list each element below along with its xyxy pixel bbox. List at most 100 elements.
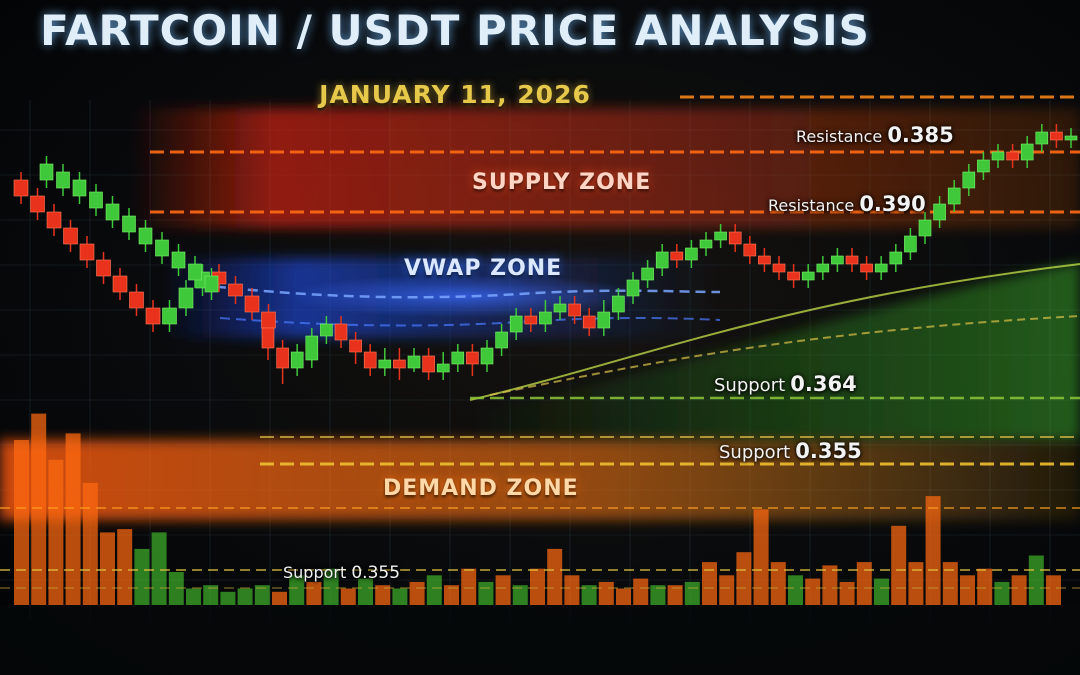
candle (320, 316, 333, 344)
chart-title: FARTCOIN / USDT PRICE ANALYSIS (40, 6, 870, 55)
candle-body (1035, 131, 1049, 145)
volume-bar (426, 575, 442, 605)
volume-bar (547, 548, 563, 605)
support-label-0364: Support 0.364 (714, 372, 857, 396)
candle-body (714, 231, 727, 241)
candle (539, 300, 552, 332)
volume-bar (788, 575, 803, 605)
candle (670, 244, 684, 268)
volume-bar (856, 562, 872, 605)
candle-body (553, 303, 567, 313)
candle-body (845, 255, 859, 265)
candle-body (947, 187, 961, 205)
candle-body (962, 171, 976, 189)
candle-body (509, 315, 523, 333)
candle-body (228, 283, 243, 297)
candle (466, 344, 479, 376)
candle (305, 328, 319, 368)
candle-body (918, 219, 932, 237)
candle-body (758, 255, 771, 265)
volume-bar (100, 532, 115, 605)
candle (261, 320, 275, 360)
candle-body (801, 271, 815, 281)
level-label-value: 0.385 (887, 123, 954, 147)
candle (845, 248, 859, 272)
candle (145, 300, 161, 332)
volume-bar (667, 585, 683, 605)
candle (933, 196, 946, 228)
candle-body (178, 287, 194, 309)
candle (56, 164, 70, 196)
candle (524, 308, 538, 332)
candle (801, 264, 815, 288)
candle (363, 344, 377, 376)
volume-bar (942, 562, 958, 605)
vwap-line-upper (199, 283, 721, 299)
candle (105, 196, 120, 228)
candle (874, 256, 888, 280)
candle (112, 268, 128, 300)
candle (655, 244, 669, 276)
candle-body (320, 323, 333, 337)
candle (1035, 124, 1049, 152)
volume-bar (254, 585, 270, 605)
candle-body (407, 355, 421, 369)
candle (758, 248, 771, 272)
candle-body (79, 243, 95, 261)
volume-bar (753, 509, 769, 605)
candle-body (787, 271, 800, 281)
candle (641, 260, 654, 288)
candle (349, 332, 362, 364)
level-label-value: 0.355 (795, 439, 862, 463)
candle-body (171, 251, 186, 269)
candle (597, 300, 611, 336)
candle (334, 316, 348, 348)
candle (860, 256, 873, 280)
candle-body (105, 203, 120, 221)
candle-body (39, 163, 54, 181)
candle-body (162, 307, 177, 325)
candle (422, 348, 435, 380)
volume-bar (48, 459, 64, 605)
level-label-value: 0.355 (351, 563, 401, 583)
candle-body (699, 239, 713, 249)
candle (947, 180, 961, 212)
volume-bar (461, 568, 477, 605)
candle-body (743, 243, 757, 257)
candle-body (290, 351, 304, 369)
volume-bar (495, 575, 511, 605)
candle-body (46, 211, 62, 229)
candle-body (904, 235, 917, 253)
volume-bar (31, 413, 47, 605)
candle-body (977, 159, 990, 173)
candle-body (349, 339, 362, 353)
volume-bar (891, 525, 907, 605)
support-label-bottom: Support 0.355 (283, 563, 400, 583)
candle (138, 220, 153, 252)
candle-body (188, 263, 202, 281)
candle-body (524, 315, 538, 325)
candle-body (860, 263, 873, 273)
candle (962, 164, 976, 196)
candle-body (1020, 143, 1034, 161)
candle (72, 172, 87, 204)
candle (228, 276, 243, 304)
candle-body (261, 327, 275, 349)
level-label-text: Resistance (768, 196, 855, 215)
volume-bar (151, 532, 167, 605)
candle (129, 284, 144, 316)
volume-bar (186, 588, 201, 605)
volume-bar (1046, 575, 1061, 605)
candle (582, 308, 596, 336)
volume-bar (392, 588, 408, 605)
candle (244, 288, 260, 320)
volume-bar (702, 562, 717, 605)
candle (772, 256, 786, 280)
candle (977, 152, 990, 180)
candle (46, 204, 62, 236)
candle-body (874, 263, 888, 273)
candle (451, 344, 465, 372)
candle-body (30, 195, 45, 213)
level-label-text: Support (714, 375, 786, 396)
candle-body (204, 275, 219, 293)
